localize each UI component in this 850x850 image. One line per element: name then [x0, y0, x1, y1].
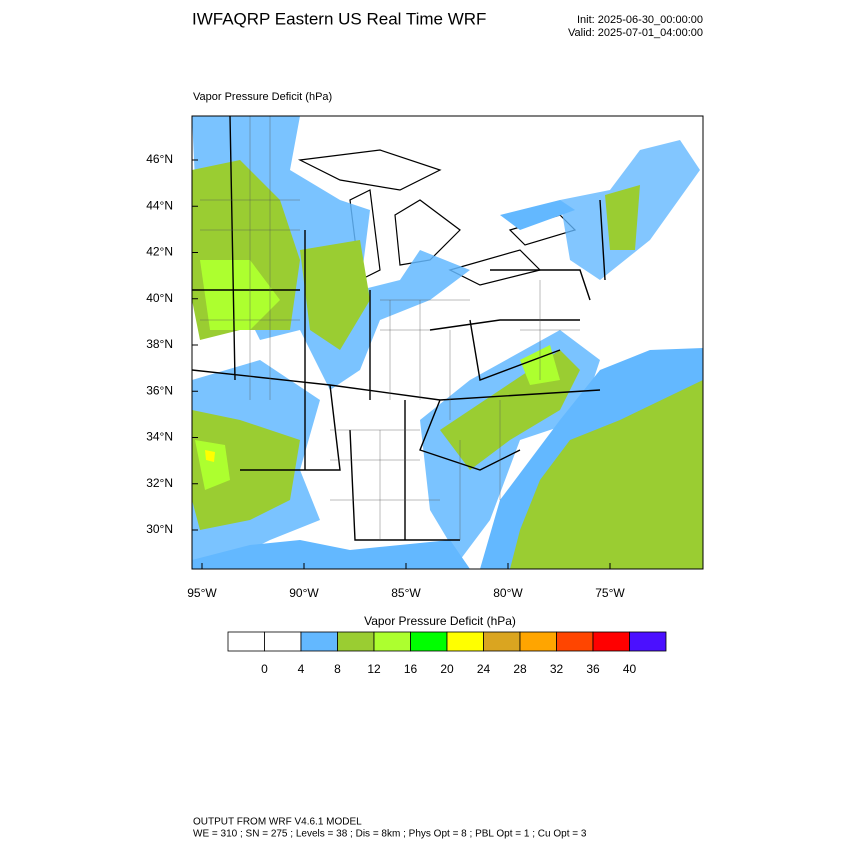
colorbar-box: [264, 631, 302, 652]
lon-label: 80°W: [493, 586, 523, 600]
lat-label: 34°N: [146, 430, 173, 444]
colorbar-box: [629, 631, 667, 652]
footer-line: OUTPUT FROM WRF V4.6.1 MODEL: [193, 817, 362, 828]
lat-label: 46°N: [146, 152, 173, 166]
lat-label: 44°N: [146, 198, 173, 212]
lat-label: 40°N: [146, 291, 173, 305]
map-subtitle: Vapor Pressure Deficit (hPa): [193, 91, 332, 103]
colorbar-label: 8: [334, 662, 341, 676]
colorbar-box: [446, 631, 484, 652]
colorbar-label: 28: [513, 662, 527, 676]
lon-label: 90°W: [289, 586, 319, 600]
colorbar-box: [410, 631, 448, 652]
colorbar-label: 16: [404, 662, 418, 676]
lat-label: 38°N: [146, 337, 173, 351]
colorbar-box: [300, 631, 338, 652]
colorbar-title: Vapor Pressure Deficit (hPa): [364, 614, 516, 628]
colorbar-label: 12: [367, 662, 381, 676]
lat-label: 36°N: [146, 383, 173, 397]
init-time: Init: 2025-06-30_00:00:00: [577, 14, 703, 26]
lat-label: 30°N: [146, 522, 173, 536]
valid-time: Valid: 2025-07-01_04:00:00: [568, 27, 703, 39]
colorbar-box: [592, 631, 630, 652]
title: IWFAQRP Eastern US Real Time WRF: [192, 9, 486, 28]
colorbar-label: 32: [550, 662, 564, 676]
colorbar-box: [519, 631, 557, 652]
colorbar-box: [227, 631, 265, 652]
colorbar-label: 0: [261, 662, 268, 676]
lat-label: 42°N: [146, 245, 173, 259]
lon-label: 85°W: [391, 586, 421, 600]
colorbar-label: 36: [586, 662, 600, 676]
lat-label: 32°N: [146, 476, 173, 490]
colorbar-box: [483, 631, 521, 652]
lon-label: 95°W: [187, 586, 217, 600]
colorbar-label: 4: [298, 662, 305, 676]
colorbar-label: 20: [440, 662, 454, 676]
lon-label: 75°W: [595, 586, 625, 600]
colorbar-label: 40: [623, 662, 637, 676]
map: [191, 115, 704, 570]
colorbar-label: 24: [477, 662, 491, 676]
colorbar-box: [337, 631, 375, 652]
footer-line: WE = 310 ; SN = 275 ; Levels = 38 ; Dis …: [193, 829, 587, 840]
colorbar-box: [373, 631, 411, 652]
colorbar-box: [556, 631, 594, 652]
